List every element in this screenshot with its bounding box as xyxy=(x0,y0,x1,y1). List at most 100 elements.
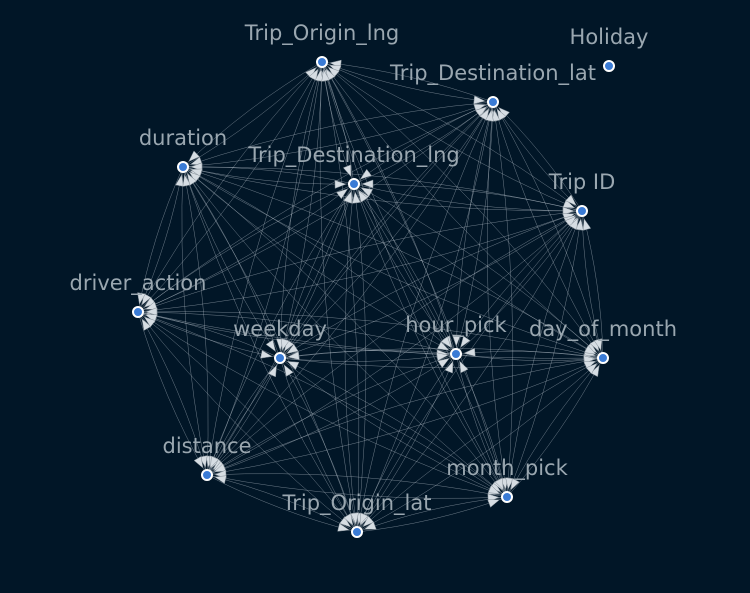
edge-duration-to-month_pick xyxy=(182,166,508,498)
arrowhead xyxy=(189,168,203,177)
node-trip-destination-lng[interactable] xyxy=(348,178,360,190)
edge-month_pick-to-weekday xyxy=(279,357,508,498)
arrowhead xyxy=(475,106,488,118)
arrowhead xyxy=(281,338,290,352)
edge-duration-to-Trip_Origin_lng xyxy=(182,61,323,168)
node-trip-destination-lat[interactable] xyxy=(487,96,499,108)
edge-hour_pick-to-Trip-ID xyxy=(455,210,583,355)
edge-duration-to-distance xyxy=(181,166,208,476)
edge-distance-to-driver_action xyxy=(137,311,208,476)
arrowhead xyxy=(562,206,575,216)
edge-Trip_Origin_lng-to-Trip-ID xyxy=(321,61,583,212)
edge-hour_pick-to-Trip_Origin_lat xyxy=(356,353,457,533)
node-trip-id[interactable] xyxy=(576,205,588,217)
arrowhead xyxy=(321,69,330,82)
edge-Trip_Destination_lng-to-driver_action xyxy=(137,183,355,313)
edge-duration-to-hour_pick xyxy=(182,166,457,355)
edge-weekday-to-Trip_Origin_lng xyxy=(279,61,323,359)
edge-month_pick-to-distance xyxy=(206,473,508,498)
edge-Trip_Destination_lng-to-day_of_month xyxy=(353,183,604,359)
edge-Trip_Origin_lat-to-hour_pick xyxy=(356,353,457,533)
edge-Trip_Destination_lng-to-hour_pick xyxy=(353,183,457,355)
node-holiday[interactable] xyxy=(603,60,615,72)
edge-distance-to-hour_pick xyxy=(206,353,457,476)
edge-day_of_month-to-Trip_Destination_lng xyxy=(353,183,604,359)
arrowhead xyxy=(485,109,494,122)
edge-hour_pick-to-Trip_Origin_lng xyxy=(321,61,457,355)
edge-Trip_Destination_lat-to-month_pick xyxy=(486,101,508,498)
edge-duration-to-Trip_Origin_lat xyxy=(182,166,358,533)
arrowhead xyxy=(352,191,361,204)
arrowhead xyxy=(265,339,276,352)
edge-month_pick-to-day_of_month xyxy=(506,357,604,498)
arrowhead xyxy=(590,364,600,378)
arrowhead xyxy=(357,190,369,203)
arrowhead xyxy=(479,108,490,121)
node-label-distance: distance xyxy=(163,434,252,458)
edge-duration-to-Trip_Destination_lng xyxy=(182,166,355,185)
edge-Trip_Destination_lat-to-Trip_Origin_lng xyxy=(321,61,494,103)
edge-Trip_Origin_lng-to-Trip_Destination_lat xyxy=(321,61,494,103)
node-trip-origin-lng[interactable] xyxy=(316,56,328,68)
edge-day_of_month-to-Trip_Origin_lat xyxy=(356,357,604,533)
node-month-pick[interactable] xyxy=(501,491,513,503)
arrowhead xyxy=(437,357,450,369)
arrowhead xyxy=(585,362,598,375)
edge-Trip-ID-to-Trip_Origin_lng xyxy=(321,61,583,212)
edge-driver_action-to-Trip-ID xyxy=(137,210,583,313)
edge-day_of_month-to-distance xyxy=(206,357,604,476)
node-distance[interactable] xyxy=(201,469,213,481)
edge-day_of_month-to-duration xyxy=(182,166,604,359)
edge-hour_pick-to-duration xyxy=(182,166,457,355)
edge-day_of_month-to-driver_action xyxy=(137,311,604,359)
edge-month_pick-to-Trip_Origin_lng xyxy=(321,61,508,498)
edge-Trip_Destination_lat-to-Trip-ID xyxy=(492,101,583,212)
edge-hour_pick-to-Trip_Destination_lng xyxy=(353,183,457,355)
node-trip-origin-lat[interactable] xyxy=(351,526,363,538)
edge-Trip_Origin_lng-to-driver_action xyxy=(137,61,323,313)
edge-distance-to-day_of_month xyxy=(206,357,604,476)
arrowheads-layer xyxy=(137,59,603,532)
arrowhead xyxy=(193,456,204,469)
edge-month_pick-to-Trip_Destination_lat xyxy=(492,101,514,498)
edge-distance-to-Trip_Destination_lat xyxy=(206,101,494,476)
node-label-trip-id: Trip ID xyxy=(548,170,616,194)
edge-Trip_Destination_lng-to-Trip-ID xyxy=(353,183,583,212)
edge-Trip_Origin_lng-to-Trip_Origin_lat xyxy=(319,61,358,533)
arrowhead xyxy=(444,360,454,374)
node-label-trip-destination-lat: Trip_Destination_lat xyxy=(389,61,596,86)
arrowhead xyxy=(460,335,471,349)
node-label-day-of-month: day_of_month xyxy=(529,317,677,342)
edge-Trip-ID-to-weekday xyxy=(279,210,583,359)
node-driver-action[interactable] xyxy=(132,306,144,318)
node-hour-pick[interactable] xyxy=(450,348,462,360)
edge-distance-to-Trip_Origin_lng xyxy=(206,61,323,476)
arrowhead xyxy=(487,485,501,494)
edge-day_of_month-to-Trip_Destination_lat xyxy=(492,101,604,359)
arrowhead xyxy=(452,334,461,347)
arrowhead xyxy=(362,515,375,528)
arrowhead xyxy=(214,475,227,484)
edge-driver_action-to-distance xyxy=(137,311,208,476)
arrowhead xyxy=(334,180,347,189)
edge-Trip_Origin_lat-to-Trip_Destination_lat xyxy=(356,101,494,533)
node-weekday[interactable] xyxy=(274,352,286,364)
edge-Trip_Destination_lat-to-duration xyxy=(182,101,494,168)
edge-duration-to-day_of_month xyxy=(182,166,604,359)
edge-Trip_Origin_lat-to-weekday xyxy=(279,357,358,533)
arrowhead xyxy=(505,477,514,490)
node-day-of-month[interactable] xyxy=(597,352,609,364)
arrowhead xyxy=(188,171,201,183)
arrowhead xyxy=(459,360,469,374)
arrowhead xyxy=(361,179,374,189)
arrowhead xyxy=(496,108,507,121)
edge-weekday-to-day_of_month xyxy=(279,357,604,368)
edge-weekday-to-Trip_Destination_lng xyxy=(279,183,355,359)
arrowhead xyxy=(440,336,452,349)
arrowhead xyxy=(260,350,273,359)
node-label-trip-origin-lng: Trip_Origin_lng xyxy=(244,21,400,46)
edge-Trip_Origin_lng-to-distance xyxy=(206,61,323,476)
node-duration[interactable] xyxy=(177,161,189,173)
edge-distance-to-month_pick xyxy=(206,474,508,499)
arrowhead xyxy=(491,109,501,122)
